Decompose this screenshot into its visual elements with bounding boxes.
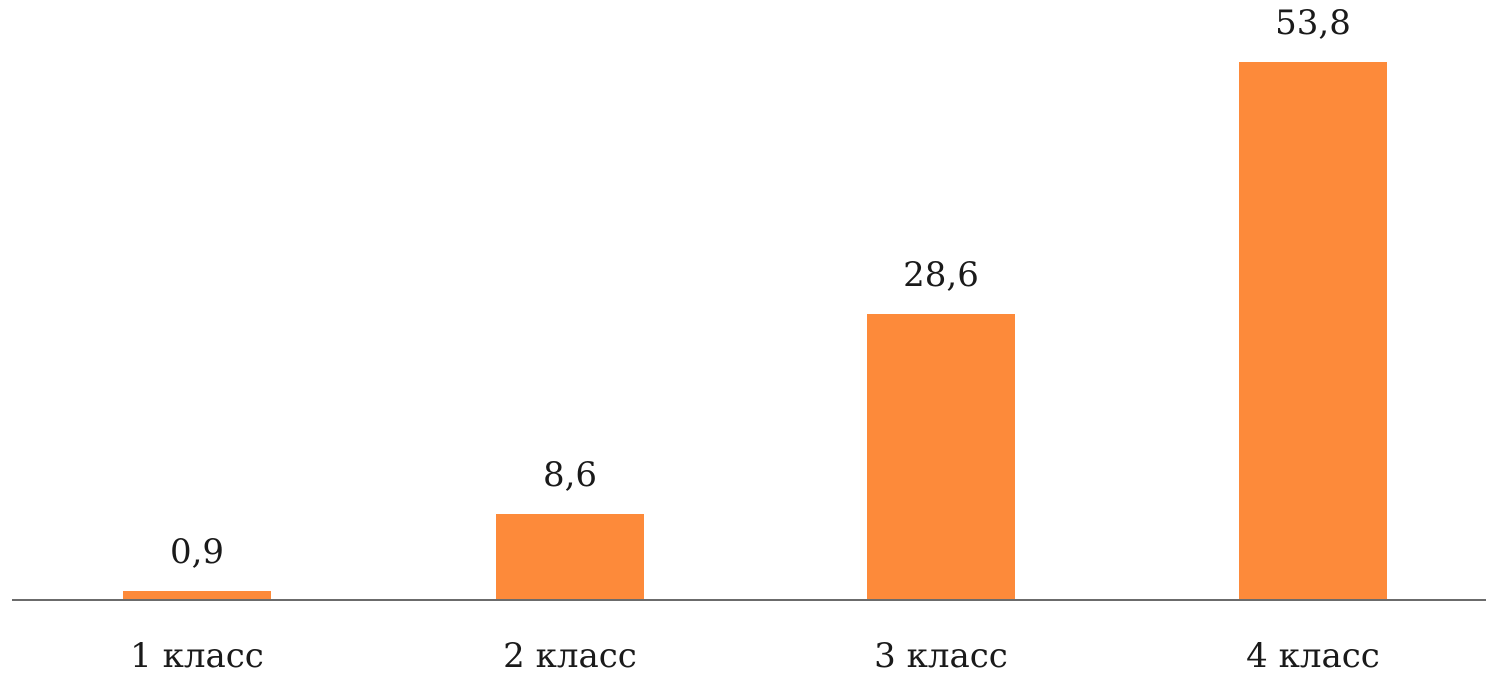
- x-tick-labels-group: 1 класс 2 класс 3 класс 4 класс: [130, 636, 1380, 673]
- bar-1: [123, 591, 271, 600]
- x-tick-label-2: 2 класс: [503, 636, 637, 673]
- value-label-1: 0,9: [170, 532, 224, 572]
- x-tick-label-4: 4 класс: [1246, 636, 1380, 673]
- value-label-2: 8,6: [543, 455, 597, 495]
- bar-3: [867, 314, 1015, 600]
- value-label-4: 53,8: [1275, 3, 1351, 43]
- value-label-3: 28,6: [903, 255, 979, 295]
- x-tick-label-3: 3 класс: [874, 636, 1008, 673]
- bars-group: [123, 62, 1387, 600]
- value-labels-group: 0,9 8,6 28,6 53,8: [170, 3, 1351, 572]
- x-tick-label-1: 1 класс: [130, 636, 264, 673]
- bar-2: [496, 514, 644, 600]
- bar-4: [1239, 62, 1387, 600]
